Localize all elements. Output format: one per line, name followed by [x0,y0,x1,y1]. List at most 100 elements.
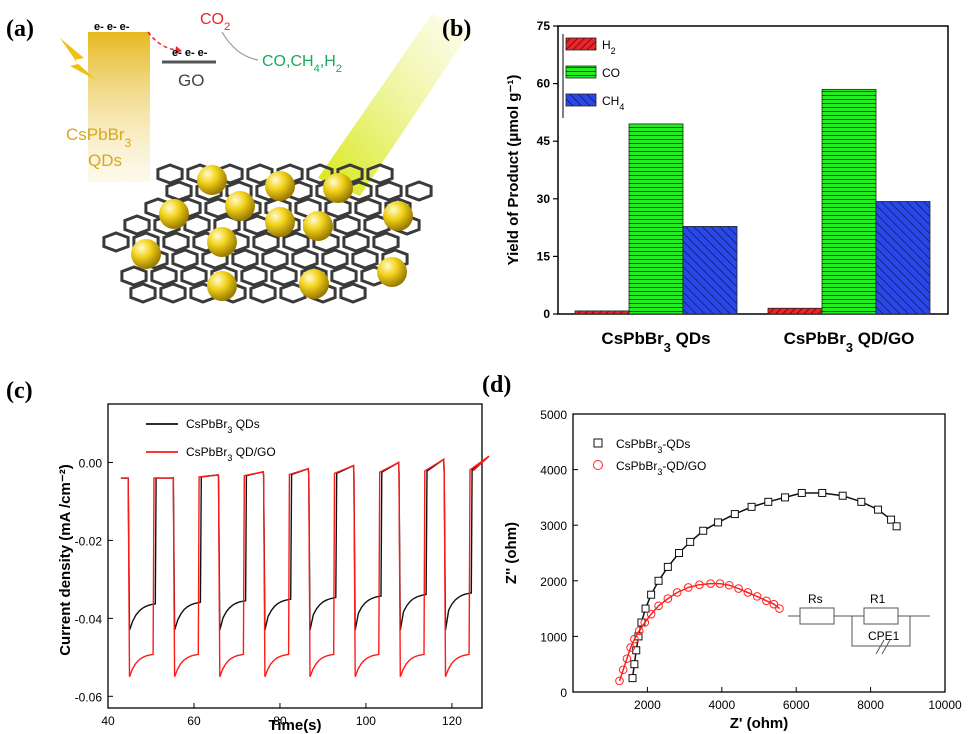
graphene-ring [306,163,334,185]
data-point-qd-go [743,588,753,597]
graphene-ring [261,248,289,270]
circuit-r1-box [863,607,899,625]
legend-label-d: CsPbBr3-QD/GO [616,459,706,477]
graphene-ring [183,214,211,236]
y-axis-title-c: Current density (mA /cm⁻²) [57,464,74,656]
y-tick-label-b: 75 [537,19,551,33]
qd-sphere [197,165,227,195]
y-tick-label-c: -0.06 [75,690,103,704]
bar-h2-0 [574,310,630,315]
qd-sphere [265,171,295,201]
data-point-qd-go [646,609,656,619]
x-tick-label-c: 80 [273,714,287,728]
bar-ch4-0 [682,226,738,315]
bar-h2-1 [767,307,823,315]
products-label: CO,CH4,H2 [262,53,342,75]
legend-marker-d [593,438,603,448]
legend-label-b: CO [602,66,620,80]
graphene-ring [129,282,157,304]
x-tick-label-d: 8000 [857,698,884,712]
graphene-ring [120,265,148,287]
qd-sphere [377,257,407,287]
graphene-ring [333,214,361,236]
co2-label: CO2 [200,11,230,33]
data-point-qds [654,576,663,585]
y-axis-title-b: Yield of Product (μmol g⁻¹) [505,75,522,266]
qd-sphere [225,191,255,221]
graphene-ring [171,248,199,270]
data-point-qd-go [630,634,639,644]
data-point-qds [874,505,883,514]
light-beam [318,14,470,196]
circuit-rs-box [799,607,835,625]
graphene-ring [252,231,280,253]
circuit-label-cpe: CPE1 [868,629,900,643]
data-point-qds [714,518,723,527]
graphene-ring [180,265,208,287]
y-tick-label-c: -0.04 [75,612,103,626]
qd-sphere [303,211,333,241]
graphene-ring [150,265,178,287]
conversion-arrow [221,31,259,61]
data-point-qds [630,660,639,669]
panel-d: (d) 2000 4000 6000 8000 10000 0 1000 2000 3000 40… [482,372,962,732]
plot-frame-c [107,403,483,709]
data-point-qds [838,491,847,500]
data-point-qds [797,488,806,497]
data-point-qds [781,493,790,502]
x-tick-label-d: 4000 [708,698,735,712]
data-point-qds [628,674,637,683]
data-point-qd-go [715,579,725,588]
data-point-qd-go [724,580,734,590]
lightning-icon [60,38,96,80]
qd-sphere [207,271,237,301]
bar-co-0 [628,123,684,315]
legend-swatch-b [565,93,597,107]
data-point-qds [675,549,684,557]
panel-label-c: (c) [6,378,33,404]
graphene-ring [366,163,394,185]
circuit-cpe [875,639,891,655]
category-label: CsPbBr3 QD/GO [784,329,915,355]
data-point-qd-go [695,580,704,589]
x-axis-title-c: Time(s) [268,717,321,734]
graphene-ring [372,231,400,253]
data-point-qd-go [622,654,632,663]
graphene-ring [159,282,187,304]
circuit-label-rs: Rs [808,592,823,606]
panel-label-a: (a) [6,16,34,42]
data-point-qds [686,537,695,546]
x-tick-label-c: 120 [442,714,462,728]
graphene-ring [240,265,268,287]
go-label: GO [178,71,204,90]
series-line-qd-go [120,455,490,678]
graphene-ring [342,231,370,253]
panel-label-b: (b) [442,16,471,42]
data-point-qd-go [734,584,743,593]
y-tick-label-d: 3000 [540,519,567,533]
data-point-qds [857,497,866,506]
bar-ch4-1 [875,201,931,315]
fit-curve-1 [618,582,780,682]
y-axis-title-d: Z'' (ohm) [503,522,520,584]
data-point-qd-go [672,588,682,597]
electron-transfer-arrow [147,31,177,51]
graphene-ring [354,197,382,219]
data-point-qds [730,510,739,519]
qd-electrons: e- e- e- [94,21,130,33]
graphene-ring [270,265,298,287]
graphene-ring [405,180,433,202]
graphene-ring [321,248,349,270]
data-point-qd-go [762,596,771,606]
qd-spheres [131,165,413,301]
qd-sphere [383,201,413,231]
legend-marker-d [593,460,603,470]
data-point-qd-go [640,618,650,627]
y-tick-label-d: 0 [560,686,567,700]
graphene-ring [330,265,358,287]
plot-frame-d [572,413,946,693]
data-point-qd-go [634,626,644,636]
qd-sphere [159,199,189,229]
data-point-qd-go [615,676,624,686]
